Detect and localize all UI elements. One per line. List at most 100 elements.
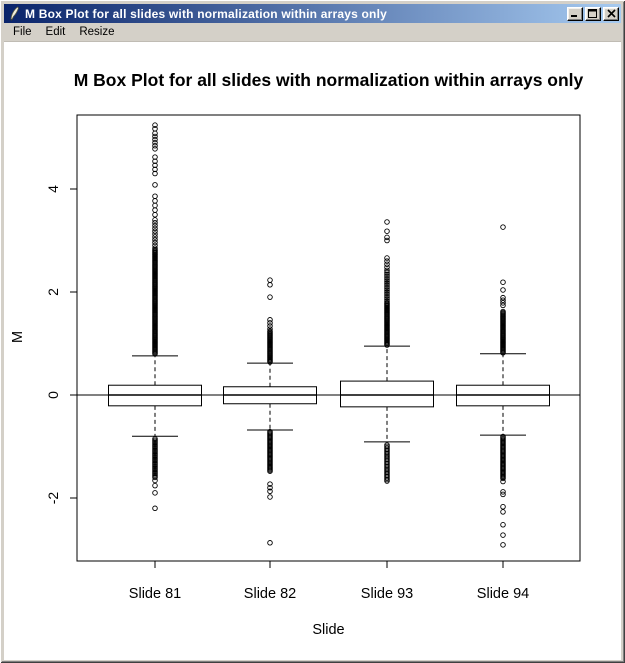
- y-tick-label: 0: [45, 391, 61, 399]
- outlier-point: [500, 287, 506, 293]
- outlier-point: [500, 224, 506, 230]
- outlier-point: [500, 308, 506, 315]
- outlier-point: [152, 142, 158, 149]
- outlier-point: [267, 294, 273, 300]
- outlier-point: [384, 264, 390, 271]
- outlier-point: [384, 273, 390, 279]
- outlier-point: [384, 234, 390, 241]
- outlier-point: [500, 300, 506, 306]
- outlier-point: [384, 275, 390, 281]
- outlier-point: [267, 494, 273, 500]
- outlier-point: [267, 282, 273, 288]
- outlier-point: [152, 139, 158, 146]
- outlier-point: [152, 247, 158, 253]
- outlier-point: [152, 166, 158, 173]
- outlier-point: [384, 442, 390, 448]
- outlier-point: [500, 433, 506, 440]
- outlier-point: [500, 478, 506, 485]
- outlier-point: [384, 280, 390, 286]
- outlier-point: [384, 255, 390, 261]
- x-tick-label: Slide 94: [477, 586, 529, 602]
- outlier-point: [152, 211, 158, 218]
- outlier-point: [384, 291, 390, 297]
- window-title: M Box Plot for all slides with normaliza…: [25, 6, 387, 21]
- outlier-point: [267, 328, 273, 334]
- menu-resize[interactable]: Resize: [79, 26, 115, 38]
- outlier-point: [152, 219, 158, 226]
- menu-edit[interactable]: Edit: [45, 26, 66, 38]
- outlier-point: [384, 276, 390, 283]
- plot-border: [76, 114, 581, 562]
- plot-canvas: M Box Plot for all slides with normaliza…: [4, 41, 621, 660]
- y-tick-label: -2: [45, 492, 61, 505]
- outlier-point: [384, 278, 390, 285]
- y-axis-label: M: [10, 331, 26, 343]
- y-tick-label: 2: [45, 288, 61, 296]
- outlier-point: [267, 540, 273, 546]
- title-bar[interactable]: M Box Plot for all slides with normaliza…: [4, 4, 621, 23]
- x-tick-label: Slide 81: [129, 586, 181, 602]
- outlier-point: [267, 488, 273, 495]
- outlier-point: [152, 122, 158, 128]
- outlier-point: [384, 284, 390, 290]
- outlier-point: [152, 490, 158, 496]
- outlier-point: [152, 207, 158, 213]
- outlier-point: [500, 489, 506, 495]
- window-controls: [567, 6, 619, 21]
- outlier-point: [152, 482, 158, 489]
- outlier-point: [152, 133, 158, 140]
- minimize-button[interactable]: [567, 6, 583, 21]
- outlier-point: [500, 294, 506, 301]
- outlier-point: [267, 323, 273, 329]
- x-axis-label: Slide: [312, 622, 344, 638]
- outlier-point: [152, 202, 158, 209]
- outlier-point: [384, 271, 390, 277]
- outlier-point: [152, 477, 158, 484]
- outlier-point: [267, 320, 273, 326]
- outlier-point: [384, 300, 390, 306]
- outlier-point: [152, 236, 158, 243]
- outlier-point: [384, 267, 390, 274]
- outlier-point: [384, 294, 390, 301]
- outlier-point: [500, 302, 506, 309]
- outlier-point: [152, 162, 158, 169]
- outlier-point: [152, 228, 158, 234]
- outlier-point: [384, 258, 390, 264]
- outlier-point: [384, 293, 390, 299]
- outlier-point: [152, 146, 158, 152]
- boxplot-figure: M Box Plot for all slides with normaliza…: [10, 70, 584, 638]
- x-tick-label: Slide 82: [244, 586, 296, 602]
- outlier-point: [152, 436, 158, 442]
- menu-file[interactable]: File: [13, 26, 32, 38]
- iqr-box: [340, 380, 434, 408]
- outlier-point: [152, 505, 158, 512]
- outlier-point: [384, 219, 390, 225]
- quill-icon: [6, 5, 22, 22]
- outlier-point: [500, 279, 506, 285]
- outlier-point: [384, 282, 390, 288]
- outlier-point: [384, 228, 390, 234]
- outlier-point: [384, 269, 390, 276]
- outlier-point: [500, 542, 506, 548]
- outlier-point: [152, 182, 158, 188]
- outlier-point: [500, 297, 506, 303]
- outlier-point: [152, 225, 158, 232]
- outlier-point: [152, 193, 158, 199]
- x-tick-label: Slide 93: [361, 586, 413, 602]
- outlier-point: [384, 285, 390, 292]
- chart-title: M Box Plot for all slides with normaliza…: [74, 70, 584, 90]
- outlier-point: [152, 198, 158, 204]
- outlier-point: [384, 261, 390, 267]
- outlier-point: [152, 231, 158, 237]
- menu-bar: File Edit Resize: [4, 23, 621, 41]
- outlier-point: [267, 317, 273, 323]
- outlier-point: [152, 222, 158, 229]
- outlier-point: [384, 287, 390, 294]
- outlier-point: [152, 130, 158, 137]
- outlier-point: [267, 484, 273, 491]
- outlier-point: [152, 234, 158, 240]
- maximize-button[interactable]: [585, 6, 601, 21]
- outlier-point: [500, 509, 506, 515]
- close-button[interactable]: [603, 6, 619, 21]
